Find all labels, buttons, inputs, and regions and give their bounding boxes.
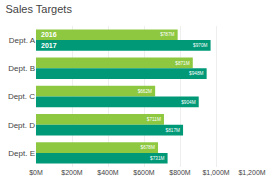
svg-text:$948M: $948M xyxy=(189,71,203,76)
svg-text:$200M: $200M xyxy=(61,169,83,176)
svg-text:$711M: $711M xyxy=(147,117,161,122)
svg-text:2017: 2017 xyxy=(41,42,57,49)
svg-text:$800M: $800M xyxy=(169,169,191,176)
svg-text:$1,200M: $1,200M xyxy=(238,169,265,176)
svg-text:Dept. B: Dept. B xyxy=(8,64,35,73)
svg-text:$1,000M: $1,000M xyxy=(202,169,229,176)
svg-text:2016: 2016 xyxy=(41,31,57,38)
svg-text:$970M: $970M xyxy=(193,43,207,48)
svg-text:$600M: $600M xyxy=(133,169,155,176)
svg-text:$0M: $0M xyxy=(29,169,43,176)
svg-text:Dept. C: Dept. C xyxy=(8,92,35,101)
svg-text:Dept. E: Dept. E xyxy=(8,149,35,158)
svg-text:$817M: $817M xyxy=(166,128,180,133)
svg-text:$787M: $787M xyxy=(160,32,174,37)
svg-text:$871M: $871M xyxy=(175,61,189,66)
svg-text:Sales Targets: Sales Targets xyxy=(5,3,72,15)
svg-text:Dept. A: Dept. A xyxy=(9,36,36,45)
svg-text:$400M: $400M xyxy=(97,169,119,176)
svg-text:$904M: $904M xyxy=(181,100,195,105)
svg-text:$731M: $731M xyxy=(150,156,164,161)
svg-text:$678M: $678M xyxy=(141,145,155,150)
svg-text:$662M: $662M xyxy=(138,89,152,94)
svg-text:Dept. D: Dept. D xyxy=(8,121,35,130)
